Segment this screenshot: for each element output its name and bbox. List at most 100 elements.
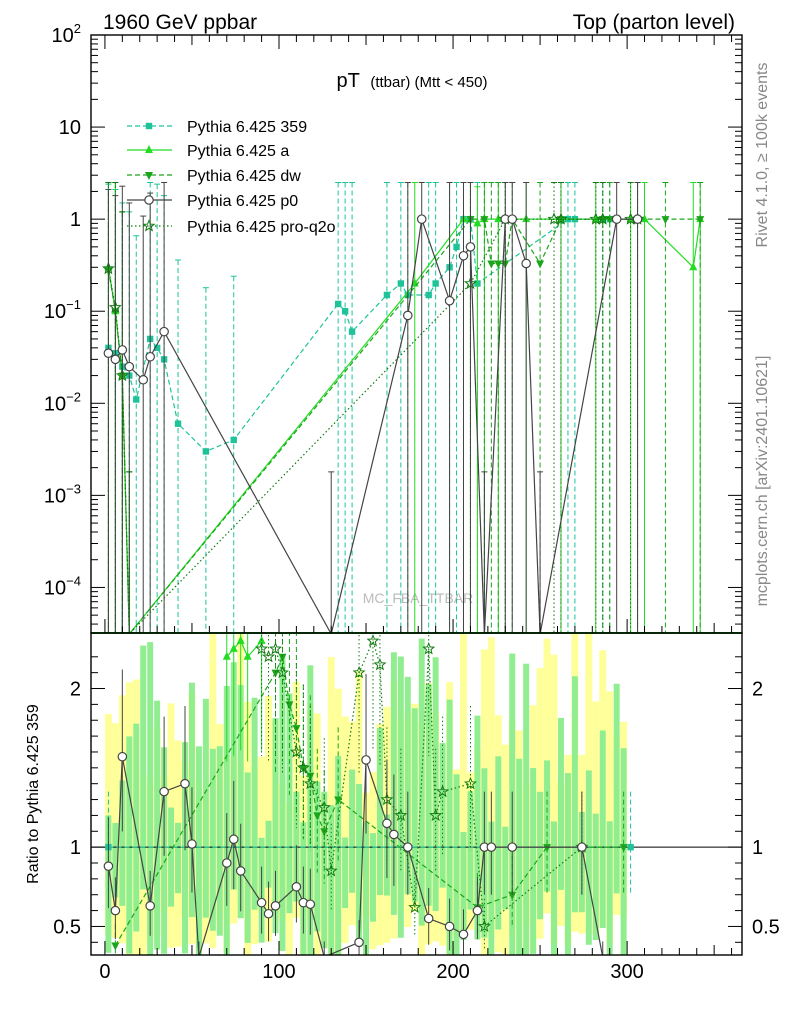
- green-band-bin: [244, 772, 251, 943]
- yellow-band-bin: [341, 716, 349, 944]
- ratio-point-p0: [235, 866, 246, 876]
- ratio-point-pro-q2o: [324, 864, 338, 877]
- ratio-point-dw: [508, 891, 517, 900]
- x-tick-label: 200: [436, 961, 469, 983]
- data-point-359: [133, 396, 140, 403]
- ratio-point-pro-q2o: [317, 800, 331, 813]
- data-point-359: [425, 291, 432, 299]
- green-band-bin: [154, 700, 161, 950]
- header-right-label: Top (parton level): [573, 11, 735, 34]
- green-band-bin: [147, 642, 154, 955]
- ratio-point-p0: [577, 842, 587, 852]
- green-band-bin: [474, 715, 481, 940]
- ratio-y-tick-label-left: 0.5: [53, 916, 81, 938]
- green-band-bin: [404, 676, 411, 895]
- green-band-bin: [439, 742, 446, 888]
- data-point-a: [689, 262, 698, 271]
- main-y-tick-base: 10: [44, 301, 66, 323]
- ratio-point-p0: [291, 881, 302, 892]
- ratio-line-pro-q2o: [261, 639, 583, 928]
- main-y-tick-exponent: −3: [66, 481, 81, 496]
- ratio-line-dw: [114, 654, 624, 946]
- plot-title-sub: (ttbar) (Mtt < 450): [370, 74, 487, 91]
- data-point-dw: [696, 216, 705, 225]
- data-point-359: [341, 308, 349, 315]
- ratio-point-p0: [180, 778, 190, 789]
- ratio-y-tick-label-right: 1: [752, 837, 763, 859]
- x-tick-label: 0: [99, 961, 110, 983]
- legend-marker: [144, 195, 154, 205]
- green-band-bin: [133, 723, 140, 932]
- series-line-359: [108, 218, 610, 453]
- data-point-359: [453, 243, 460, 251]
- ratio-point-p0: [382, 818, 392, 829]
- data-point-pro-q2o: [596, 212, 610, 225]
- ratio-point-pro-q2o: [289, 745, 303, 758]
- ratio-point-dw: [543, 844, 552, 853]
- data-point-p0: [507, 214, 518, 224]
- legend: Pythia 6.425 359 Pythia 6.425 a Pythia 6.4…: [127, 119, 336, 236]
- data-point-dw: [536, 260, 545, 269]
- ratio-point-p0: [389, 829, 399, 840]
- legend-item-p0: Pythia 6.425 p0: [127, 193, 298, 210]
- watermark-label: MC_FBA_TTBAR: [363, 590, 473, 606]
- ratio-point-p0: [305, 899, 316, 910]
- ratio-point-p0: [228, 834, 239, 845]
- data-point-p0: [145, 351, 155, 362]
- green-band-bin: [592, 813, 599, 940]
- green-band-bin: [265, 820, 272, 888]
- main-y-tick-base: 10: [44, 577, 66, 599]
- data-point-a: [473, 218, 482, 227]
- green-band-bin: [370, 833, 376, 922]
- data-point-p0: [159, 326, 169, 337]
- series-line-pro-q2o: [107, 218, 638, 633]
- ratio-point-p0: [263, 908, 274, 919]
- data-point-359: [153, 344, 161, 352]
- main-y-tick-label: 10−3: [44, 481, 81, 507]
- ratio-point-pro-q2o: [275, 665, 289, 679]
- green-band-bin: [349, 769, 356, 893]
- green-band-bin: [516, 758, 523, 955]
- legend-item-359: Pythia 6.425 359: [127, 119, 307, 136]
- green-band-bin: [537, 791, 544, 920]
- data-point-dw: [661, 216, 670, 225]
- ratio-y-tick-label-right: 0.5: [752, 916, 780, 938]
- ratio-point-dw: [320, 828, 329, 837]
- ratio-point-pro-q2o: [296, 760, 310, 774]
- main-y-tick-exponent: −2: [66, 389, 81, 404]
- ratio-point-p0: [486, 842, 497, 852]
- ratio-series-p0: [103, 669, 604, 955]
- ratio-point-pro-q2o: [422, 642, 436, 655]
- ratio-point-a: [243, 651, 252, 660]
- green-band-bin: [585, 770, 592, 945]
- ratio-point-pro-q2o: [436, 784, 450, 798]
- ratio-point-p0: [472, 905, 483, 916]
- ratio-point-dw: [334, 796, 343, 805]
- ratio-y-axis-label: Ratio to Pythia 6.425 359: [25, 704, 42, 884]
- yellow-band-bin: [265, 695, 273, 942]
- data-point-p0: [444, 295, 455, 306]
- ratio-series-pro-q2o: [255, 633, 589, 951]
- yellow-band-bin: [258, 756, 266, 914]
- green-band-bin: [411, 708, 418, 902]
- ratio-point-dw: [111, 942, 120, 951]
- ratio-point-pro-q2o: [408, 900, 422, 914]
- green-band-bin: [140, 645, 147, 890]
- green-band-bin: [460, 831, 467, 941]
- legend-label: Pythia 6.425 dw: [187, 168, 301, 185]
- green-band-bin: [446, 699, 453, 955]
- ratio-point-p0: [444, 921, 455, 932]
- legend-item-dw: Pythia 6.425 dw: [127, 168, 301, 185]
- green-band-bin: [418, 638, 425, 926]
- ratio-point-dw: [306, 772, 315, 781]
- ratio-plot-frame: [90, 632, 743, 956]
- ratio-point-p0: [221, 858, 232, 868]
- green-band-bin: [551, 821, 557, 955]
- data-point-p0: [458, 250, 469, 261]
- ratio-point-pro-q2o: [477, 919, 491, 933]
- yellow-band-bin: [550, 654, 558, 944]
- data-point-359: [334, 300, 342, 308]
- ratio-point-a: [229, 643, 238, 652]
